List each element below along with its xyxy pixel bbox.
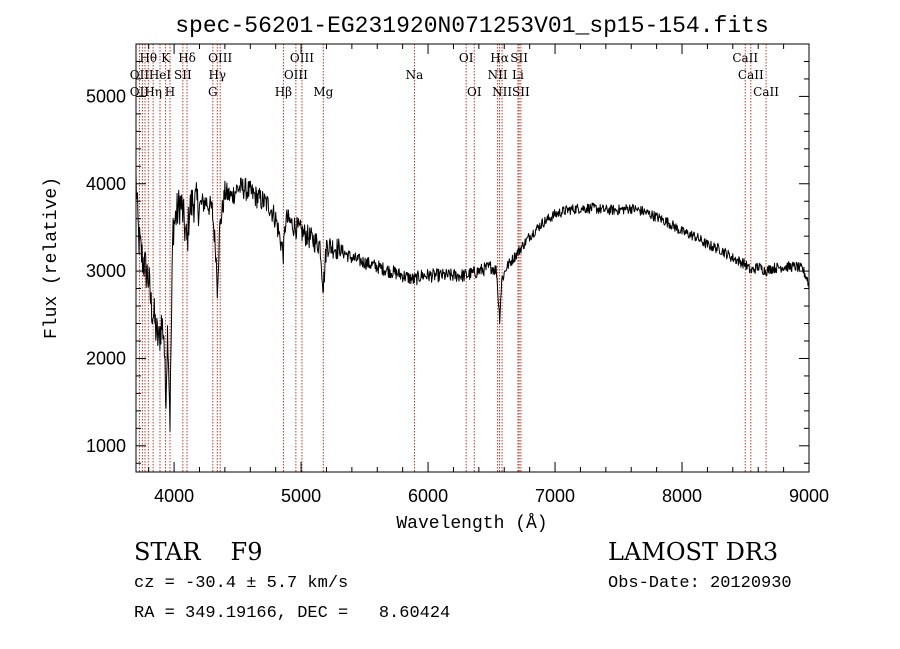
emission-line-label: SII bbox=[174, 68, 192, 82]
emission-line-label: HeI bbox=[149, 68, 172, 82]
emission-line-label: Na bbox=[406, 68, 424, 82]
coordinates: RA = 349.19166, DEC = 8.60424 bbox=[134, 604, 451, 623]
y-tick-label: 3000 bbox=[86, 261, 126, 281]
emission-line-label: OIII bbox=[208, 51, 232, 65]
x-tick-label: 9000 bbox=[789, 486, 829, 506]
emission-line-label: SII bbox=[512, 85, 530, 99]
x-axis: 4000 5000 6000 7000 8000 9000 bbox=[148, 44, 829, 506]
emission-line-label: OII bbox=[130, 68, 150, 82]
emission-line-label: CaII bbox=[738, 68, 764, 82]
emission-line-label: G bbox=[208, 85, 218, 99]
x-tick-label: 8000 bbox=[662, 486, 702, 506]
y-axis: 1000 2000 3000 4000 5000 bbox=[86, 60, 809, 464]
x-axis-label: Wavelength (Å) bbox=[396, 513, 547, 534]
emission-line-label: OI bbox=[467, 85, 482, 99]
emission-line-label: Hη bbox=[144, 85, 162, 99]
x-tick-label: 6000 bbox=[408, 486, 448, 506]
emission-line-label: Hα bbox=[490, 51, 509, 65]
emission-line-label: H bbox=[165, 85, 175, 99]
emission-line-label: OII bbox=[130, 85, 150, 99]
emission-line-label: K bbox=[161, 51, 171, 65]
chart-title: spec-56201-EG231920N071253V01_sp15-154.f… bbox=[175, 13, 769, 39]
y-tick-label: 2000 bbox=[86, 348, 126, 368]
plot-frame bbox=[135, 43, 810, 473]
y-axis-label: Flux (relative) bbox=[42, 177, 62, 339]
spectral-subclass: F9 bbox=[230, 538, 263, 566]
spectrum-line bbox=[135, 172, 810, 432]
emission-line-label: SII bbox=[510, 51, 528, 65]
emission-line-label: NII bbox=[488, 68, 508, 82]
emission-line-label: Hβ bbox=[275, 85, 292, 99]
observation-date: Obs-Date: 20120930 bbox=[608, 574, 792, 593]
emission-line-label: OI bbox=[459, 51, 474, 65]
x-tick-label: 4000 bbox=[154, 486, 194, 506]
emission-line-markers bbox=[138, 44, 767, 472]
emission-line-label: OIII bbox=[290, 51, 314, 65]
emission-line-label: CaII bbox=[753, 85, 779, 99]
object-class: STAR F9 bbox=[134, 538, 262, 566]
emission-line-label: Hθ bbox=[139, 51, 157, 65]
spectrum-chart: spec-56201-EG231920N071253V01_sp15-154.f… bbox=[42, 13, 829, 534]
class-label: STAR bbox=[134, 538, 201, 566]
survey-label: LAMOST DR3 bbox=[608, 538, 779, 566]
emission-line-label: CaII bbox=[732, 51, 758, 65]
y-tick-label: 4000 bbox=[86, 174, 126, 194]
emission-line-label: Li bbox=[512, 68, 524, 82]
x-tick-label: 7000 bbox=[535, 486, 575, 506]
emission-line-label: Hδ bbox=[178, 51, 196, 65]
y-tick-label: 1000 bbox=[86, 436, 126, 456]
y-tick-label: 5000 bbox=[86, 86, 126, 106]
emission-line-label: NII bbox=[492, 85, 512, 99]
redshift-velocity: cz = -30.4 ± 5.7 km/s bbox=[134, 574, 349, 593]
x-tick-label: 5000 bbox=[281, 486, 321, 506]
emission-line-label: Mg bbox=[313, 85, 333, 99]
emission-line-label: OIII bbox=[284, 68, 308, 82]
emission-line-label: Hγ bbox=[208, 68, 226, 82]
